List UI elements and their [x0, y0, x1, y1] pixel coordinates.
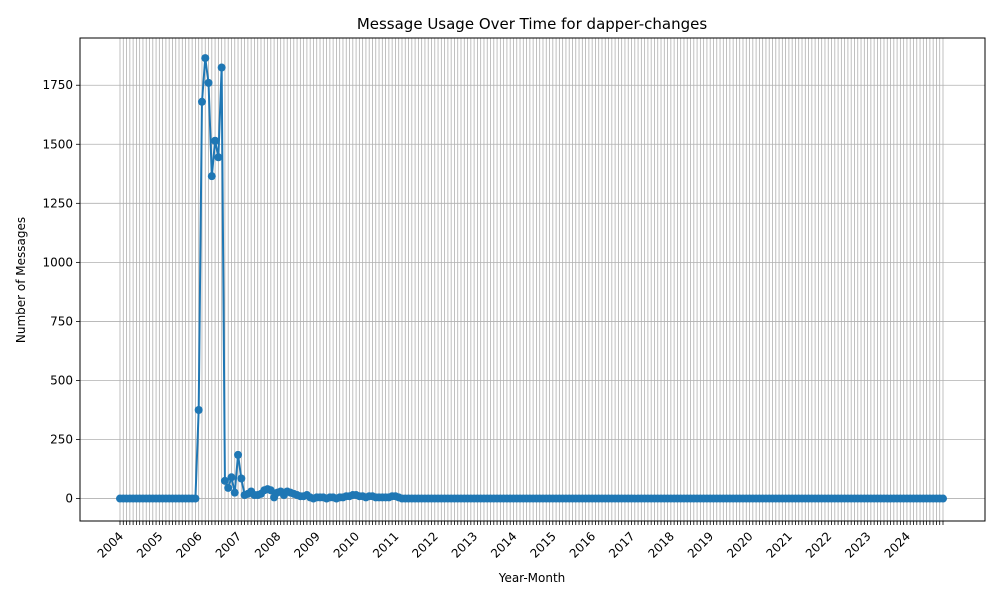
data-point	[214, 153, 223, 162]
data-point	[230, 488, 239, 497]
chart-title: Message Usage Over Time for dapper-chang…	[357, 15, 708, 33]
data-point	[220, 476, 229, 485]
y-tick-label: 0	[65, 492, 73, 506]
grid	[80, 38, 985, 521]
x-axis-label: Year-Month	[498, 571, 566, 585]
data-point	[266, 486, 275, 495]
y-tick-label: 1750	[42, 78, 73, 92]
data-point	[227, 473, 236, 482]
y-axis-label: Number of Messages	[14, 217, 28, 343]
y-tick-label: 250	[50, 433, 73, 447]
y-tick-label: 1250	[42, 196, 73, 210]
data-point	[939, 494, 947, 503]
data-point	[204, 78, 213, 87]
y-tick-label: 1000	[42, 255, 73, 269]
y-tick-label: 1500	[42, 137, 73, 151]
data-point	[224, 483, 233, 492]
y-tick-label: 750	[50, 314, 73, 328]
data-point	[197, 97, 206, 106]
data-point	[234, 450, 243, 459]
data-point	[237, 474, 246, 483]
data-point	[207, 172, 216, 181]
series-layer	[116, 54, 947, 503]
data-point	[191, 494, 200, 503]
data-point	[201, 54, 210, 63]
y-axis: 0 250 500 750 1000 1250 1500 1750	[42, 78, 80, 506]
y-tick-label: 500	[50, 373, 73, 387]
plot-frame	[79, 37, 986, 522]
data-point	[194, 405, 203, 414]
data-point	[211, 136, 220, 145]
data-point	[217, 63, 226, 72]
